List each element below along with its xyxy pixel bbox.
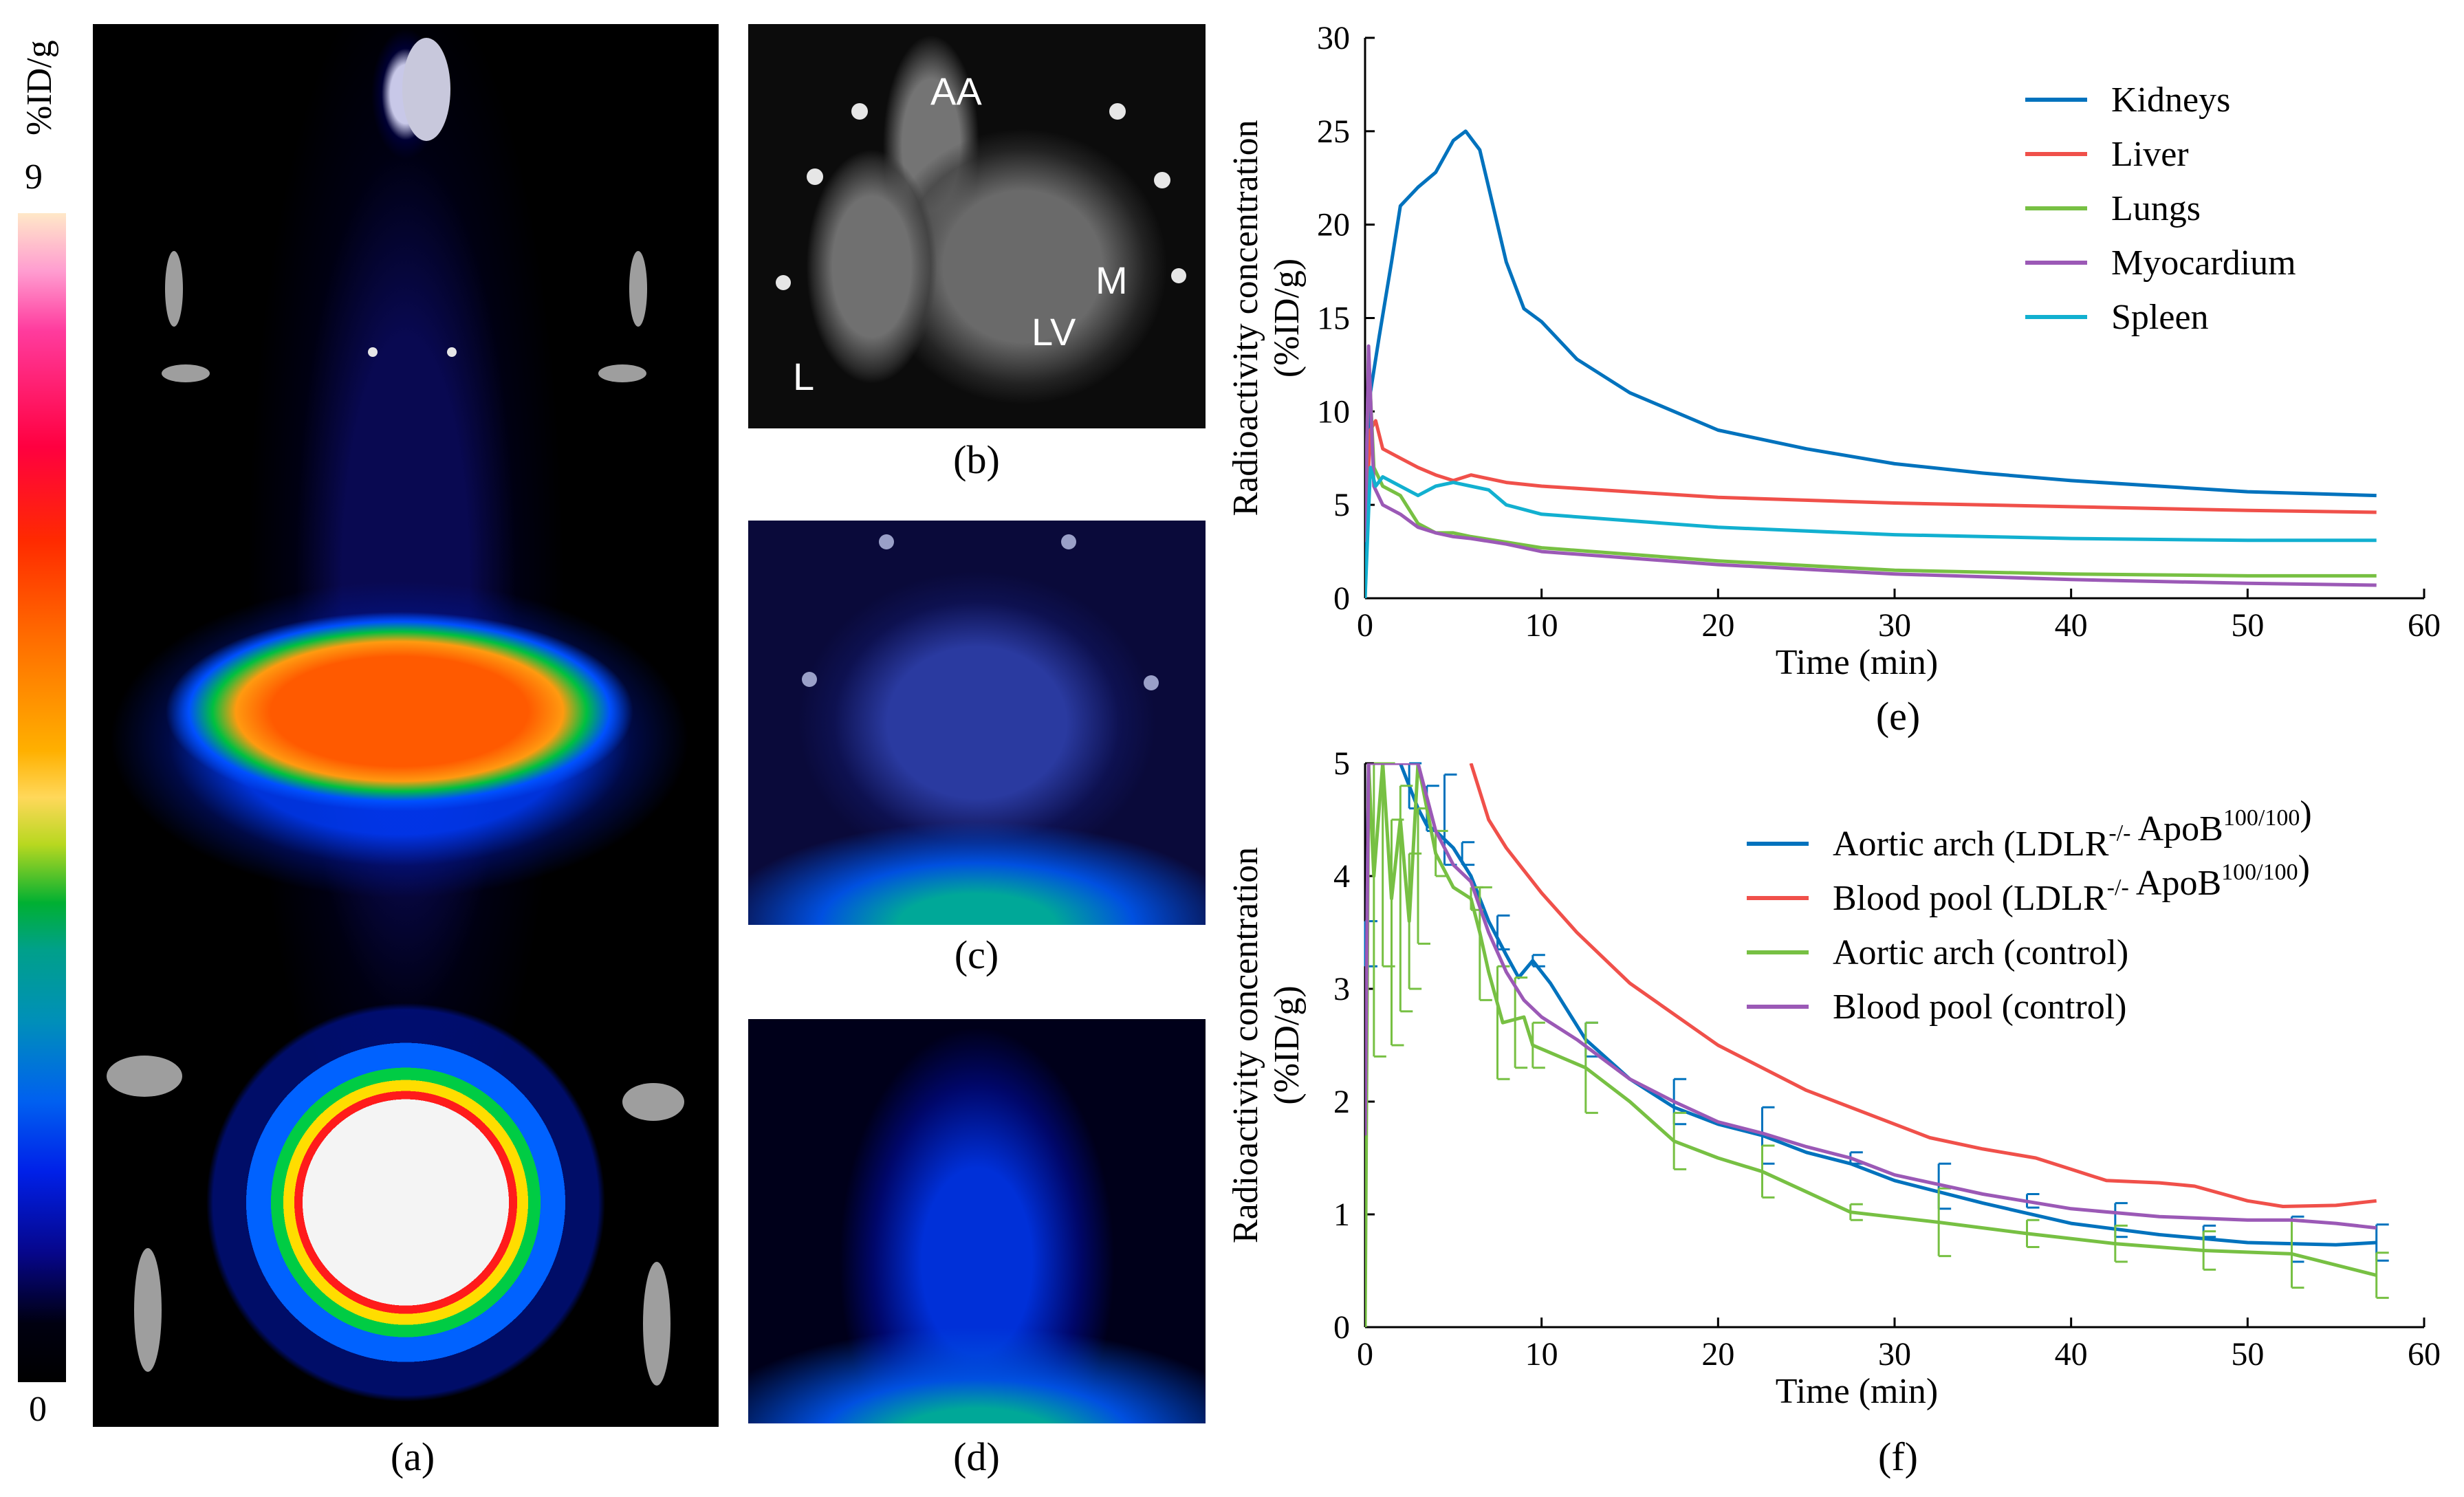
f-x-tick-label: 40 (2055, 1336, 2088, 1373)
f-x-tick-label: 10 (1525, 1336, 1558, 1373)
f-x-tick-label: 50 (2231, 1336, 2264, 1373)
legend-f-label-part: ) (2298, 849, 2310, 888)
e-y-tick-label: 15 (1317, 301, 1350, 337)
f-y-axis-label: Radioactivity concentration (1226, 847, 1265, 1243)
panel-c-pet-image (748, 521, 1206, 925)
label-lung: L (793, 355, 815, 398)
e-x-tick-label: 20 (1701, 607, 1734, 644)
f-x-tick-label: 60 (2408, 1336, 2441, 1373)
f-y-tick-label: 5 (1333, 745, 1350, 782)
e-y-axis-label: Radioactivity concentration (1226, 120, 1265, 516)
legend-f-label-part: ) (2300, 794, 2311, 833)
e-y-tick-label: 30 (1317, 20, 1350, 56)
panel-a-pet-ct-image (93, 24, 719, 1427)
f-x-axis-label: Time (min) (1776, 1372, 1938, 1411)
legend-f-label: Aortic arch (control) (1833, 933, 2128, 972)
legend-f-label: Blood pool (LDLR-/- ApoB100/100) (1833, 849, 2310, 918)
e-series-line-4 (1365, 466, 2377, 598)
label-myocardium: M (1095, 259, 1128, 302)
label-aortic-arch: AA (930, 69, 982, 113)
e-y-axis-label-unit: (%ID/g) (1267, 259, 1307, 378)
label-left-ventricle: LV (1032, 310, 1076, 353)
e-y-tick-label: 0 (1333, 580, 1350, 617)
e-x-tick-label: 60 (2408, 607, 2441, 644)
legend-f-label-part: Aortic arch (control) (1833, 933, 2128, 972)
f-series-line-3 (1365, 763, 2377, 1230)
f-y-axis-label-unit: (%ID/g) (1267, 985, 1307, 1104)
e-series-line-2 (1365, 353, 2377, 578)
legend-f-label-part: 100/100 (2223, 805, 2300, 831)
legend-f-label-part: ApoB (2131, 809, 2223, 849)
f-y-tick-label: 0 (1333, 1309, 1350, 1346)
legend-f-label-part: 100/100 (2221, 860, 2298, 885)
f-y-tick-label: 2 (1333, 1084, 1350, 1120)
panel-d-pet-image (748, 1019, 1206, 1423)
e-y-tick-label: 5 (1333, 487, 1350, 523)
legend-e-label: Kidneys (2111, 80, 2230, 120)
panel-b-caption: (b) (953, 437, 1000, 482)
colorbar-min-label: 0 (29, 1390, 47, 1429)
legend-e-label: Liver (2111, 135, 2189, 174)
legend-f-label-part: Blood pool (control) (1833, 987, 2127, 1027)
e-x-tick-label: 30 (1878, 607, 1911, 644)
f-y-tick-label: 1 (1333, 1196, 1350, 1233)
legend-e-label: Myocardium (2111, 243, 2296, 283)
e-series-line-1 (1365, 419, 2377, 543)
panel-a-caption: (a) (390, 1434, 435, 1479)
legend-f-label: Aortic arch (LDLR-/- ApoB100/100) (1833, 794, 2312, 864)
legend-f-label: Blood pool (control) (1833, 987, 2127, 1027)
panel-b-ct-image: AA M LV L (748, 24, 1206, 428)
legend-f-label-part: Blood pool (LDLR (1833, 879, 2107, 918)
legend-f-label-part: -/- (2108, 820, 2130, 846)
e-y-tick-label: 25 (1317, 113, 1350, 150)
colorbar (18, 213, 66, 1382)
e-x-tick-label: 50 (2231, 607, 2264, 644)
panel-c-caption: (c) (954, 932, 999, 977)
legend-f-label-part: ApoB (2129, 864, 2221, 903)
panel-f-caption: (f) (1878, 1434, 1918, 1479)
f-series-line-2 (1365, 763, 2377, 1327)
e-x-tick-label: 0 (1357, 607, 1373, 644)
f-x-tick-label: 0 (1357, 1336, 1373, 1373)
colorbar-max-label: 9 (25, 157, 43, 197)
legend-f-label-part: -/- (2107, 875, 2129, 900)
f-series-line-0 (1365, 763, 2377, 1247)
legend-f-label-part: Aortic arch (LDLR (1833, 824, 2109, 864)
legend-e-label: Spleen (2111, 298, 2209, 337)
panel-e-caption: (e) (1875, 694, 1921, 739)
f-series-line-1 (1469, 763, 2377, 1208)
e-series-line-0 (1365, 129, 2377, 598)
f-x-tick-label: 20 (1701, 1336, 1734, 1373)
e-series-line-3 (1365, 344, 2377, 587)
e-y-tick-label: 20 (1317, 207, 1350, 243)
f-y-tick-label: 3 (1333, 971, 1350, 1007)
e-x-axis-label: Time (min) (1776, 643, 1938, 682)
f-x-tick-label: 30 (1878, 1336, 1911, 1373)
e-y-tick-label: 10 (1317, 393, 1350, 430)
panel-d-caption: (d) (953, 1434, 1000, 1479)
e-x-tick-label: 10 (1525, 607, 1558, 644)
legend-e-label: Lungs (2111, 189, 2201, 228)
f-y-tick-label: 4 (1333, 858, 1350, 895)
e-x-tick-label: 40 (2055, 607, 2088, 644)
